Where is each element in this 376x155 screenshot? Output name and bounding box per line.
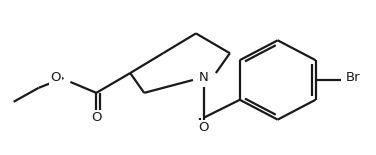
Text: O: O <box>91 111 102 124</box>
Text: O: O <box>199 121 209 134</box>
Text: O: O <box>50 71 61 84</box>
Text: Br: Br <box>346 71 361 84</box>
Text: N: N <box>199 71 209 84</box>
